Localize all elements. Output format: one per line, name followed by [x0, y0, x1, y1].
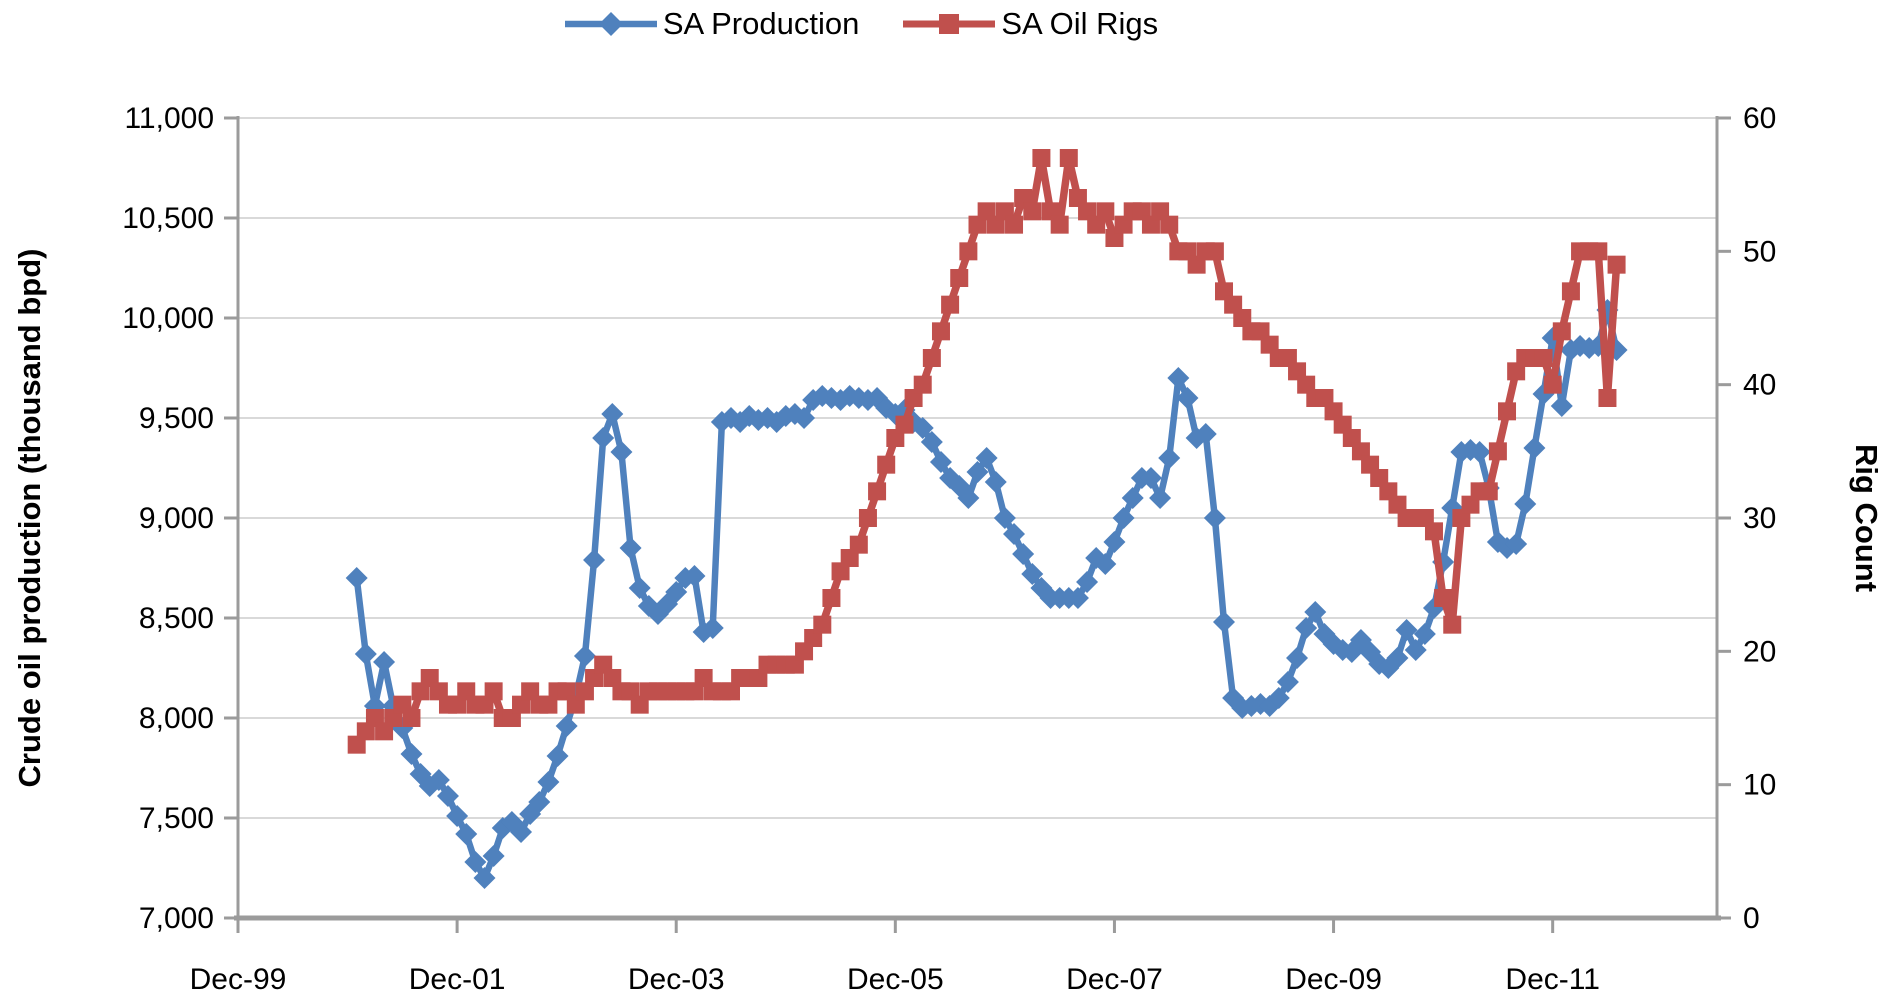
x-tick-label: Dec-07 — [1066, 963, 1163, 996]
y-right-tick-label: 40 — [1743, 369, 1776, 402]
y-right-tick-label: 10 — [1743, 769, 1776, 802]
y-right-tick-label: 0 — [1743, 902, 1760, 935]
legend-label-rigs: SA Oil Rigs — [1001, 6, 1159, 41]
x-tick-label: Dec-05 — [847, 963, 944, 996]
x-tick-label: Dec-01 — [409, 963, 506, 996]
legend-item-sa-production: SA Production — [563, 4, 859, 44]
legend-label-production: SA Production — [662, 6, 860, 41]
x-tick-label: Dec-09 — [1285, 963, 1382, 996]
production-legend-marker-icon — [564, 12, 657, 36]
axis-titles: Crude oil production (thousand bpd) Rig C… — [12, 249, 1884, 788]
y-left-tick-label: 9,500 — [139, 402, 214, 435]
x-tick-label: Dec-11 — [1505, 963, 1599, 996]
y-left-tick-label: 10,000 — [122, 302, 214, 335]
sa-production-line — [353, 306, 1620, 882]
legend-item-sa-oil-rigs: SA Oil Rigs — [901, 4, 1158, 44]
y-left-tick-label: 8,500 — [139, 602, 214, 635]
rigs-legend-marker-icon — [903, 14, 996, 34]
sa-oil-rigs-markers — [347, 149, 1626, 754]
y-left-tick-label: 7,500 — [139, 802, 214, 835]
y-left-axis-title: Crude oil production (thousand bpd) — [12, 249, 47, 788]
y-left-tick-label: 11,000 — [124, 102, 214, 135]
y-left-tick-label: 10,500 — [122, 202, 214, 235]
x-tick-label: Dec-03 — [628, 963, 725, 996]
y-right-axis-title: Rig Count — [1849, 444, 1884, 592]
chart-legend: SA Production SA Oil Rigs — [0, 4, 1806, 44]
sa-production-series — [345, 299, 1628, 889]
sa-oil-rigs-series — [347, 149, 1626, 754]
sa-production-markers — [345, 299, 1628, 889]
x-tick-label: Dec-99 — [190, 963, 287, 996]
axis-ticks — [224, 116, 1731, 933]
y-right-tick-label: 20 — [1743, 635, 1776, 668]
y-right-tick-label: 50 — [1743, 235, 1776, 268]
axis-tick-labels: 7,000 7,500 8,000 8,500 9,000 9,500 10,000 10,5… — [122, 102, 1776, 996]
y-left-tick-label: 9,000 — [139, 502, 214, 535]
gridlines — [238, 117, 1717, 919]
y-right-tick-label: 30 — [1743, 502, 1776, 535]
y-right-tick-label: 60 — [1743, 102, 1776, 135]
y-left-tick-label: 7,000 — [139, 902, 214, 935]
y-left-tick-label: 8,000 — [139, 702, 214, 735]
